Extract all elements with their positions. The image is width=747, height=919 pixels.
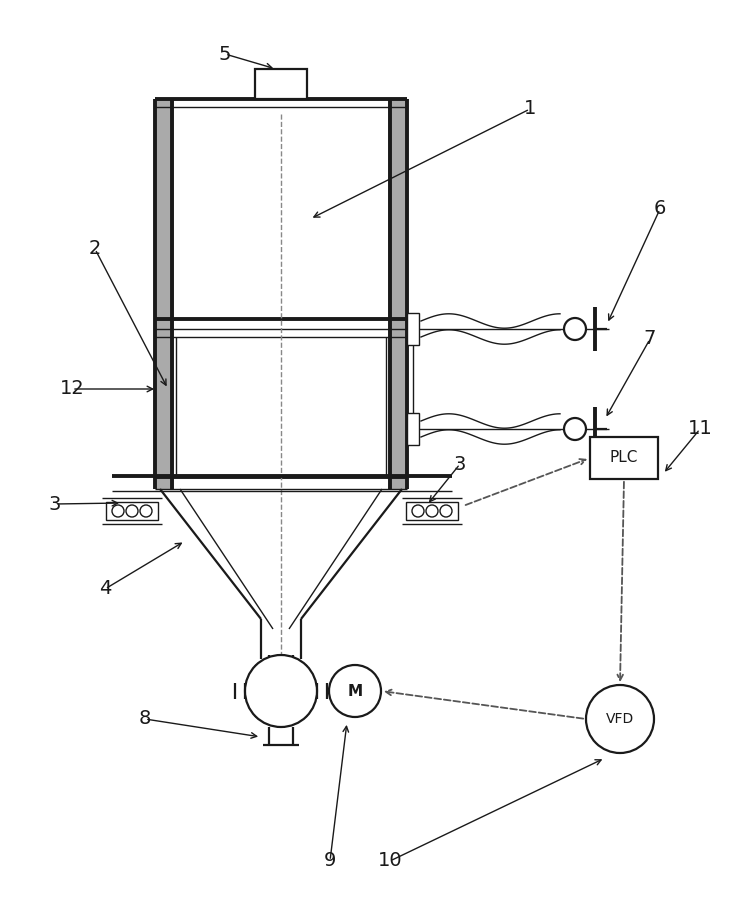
Bar [407,413,419,445]
Bar [388,99,407,489]
Bar [407,313,419,345]
Text: 9: 9 [323,852,336,870]
Text: 1: 1 [524,99,536,119]
Circle shape [564,418,586,440]
Text: 11: 11 [688,419,713,438]
Bar [155,99,174,489]
Text: 5: 5 [219,44,232,63]
Bar [406,502,458,520]
Text: 3: 3 [454,455,466,473]
Bar [255,69,307,99]
Text: 6: 6 [654,199,666,219]
Text: 3: 3 [49,494,61,514]
Text: 2: 2 [89,240,101,258]
Text: M: M [347,684,362,698]
Circle shape [329,665,381,717]
Text: 8: 8 [139,709,151,729]
Text: 4: 4 [99,580,111,598]
Bar [590,437,658,479]
Text: 10: 10 [378,852,403,870]
Circle shape [564,318,586,340]
Text: 12: 12 [60,380,84,399]
Text: VFD: VFD [606,712,634,726]
Text: 7: 7 [644,330,656,348]
Bar [106,502,158,520]
Circle shape [586,685,654,753]
Circle shape [245,655,317,727]
Text: PLC: PLC [610,450,638,466]
